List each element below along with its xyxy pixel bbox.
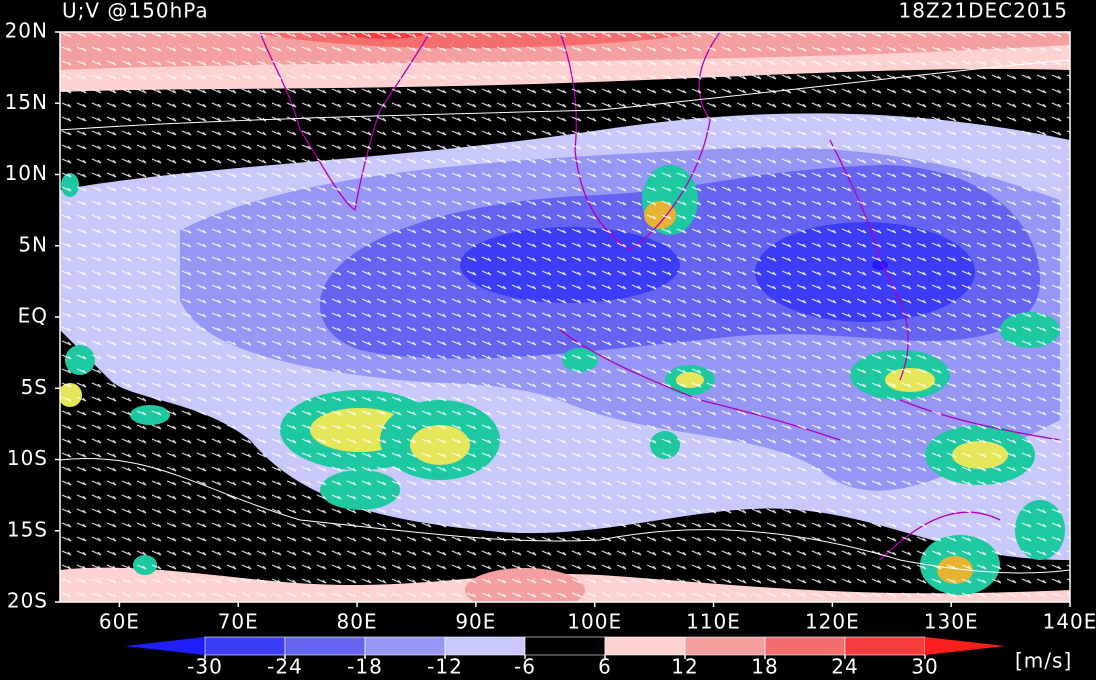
colorbar-box: [204, 636, 286, 656]
colorbar-label: 6: [598, 655, 612, 679]
colorbar-box: [444, 636, 526, 656]
lat-tick-label: 20N: [5, 19, 48, 43]
map-time: 18Z21DEC2015: [899, 0, 1069, 23]
lat-tick-label: EQ: [18, 304, 48, 328]
lat-tick-label: 20S: [7, 589, 48, 613]
lon-tick-label: 60E: [99, 610, 140, 634]
lon-tick-label: 110E: [686, 610, 741, 634]
lon-tick-label: 70E: [218, 610, 259, 634]
lon-tick-label: 90E: [455, 610, 496, 634]
colorbar-box: [764, 636, 846, 656]
field: [60, 32, 1070, 602]
lon-tick-label: 120E: [805, 610, 860, 634]
colorbar-label: -24: [267, 655, 303, 679]
colorbar-label: -12: [427, 655, 463, 679]
colorbar-label: -30: [187, 655, 223, 679]
colorbar-label: -6: [514, 655, 536, 679]
colorbar-extend-high: [925, 637, 1005, 655]
lon-tick-label: 130E: [924, 610, 979, 634]
lon-tick-label: 80E: [337, 610, 378, 634]
colorbar-box: [604, 636, 686, 656]
colorbar-label: 30: [911, 655, 938, 679]
lon-tick-label: 140E: [1043, 610, 1096, 634]
wind-vectors: [60, 32, 1070, 602]
colorbar-box: [684, 636, 766, 656]
colorbar-label: -18: [347, 655, 383, 679]
lat-tick-label: 10N: [5, 161, 48, 185]
colorbar-box: [364, 636, 446, 656]
colorbar-box: [844, 636, 926, 656]
colorbar-unit: [m/s]: [1015, 649, 1072, 673]
map-title: U;V @150hPa: [62, 0, 209, 23]
lat-tick-label: 10S: [7, 446, 48, 470]
colorbar-box: [284, 636, 366, 656]
colorbar-extend-low: [125, 637, 205, 655]
lat-tick-label: 5S: [21, 375, 48, 399]
lat-tick-label: 15N: [5, 90, 48, 114]
colorbar-label: 12: [671, 655, 698, 679]
lat-tick-label: 15S: [7, 517, 48, 541]
colorbar-label: 18: [751, 655, 778, 679]
lat-tick-label: 5N: [18, 232, 48, 256]
lon-tick-label: 100E: [567, 610, 622, 634]
colorbar-label: 24: [831, 655, 858, 679]
colorbar-box: [524, 636, 606, 656]
